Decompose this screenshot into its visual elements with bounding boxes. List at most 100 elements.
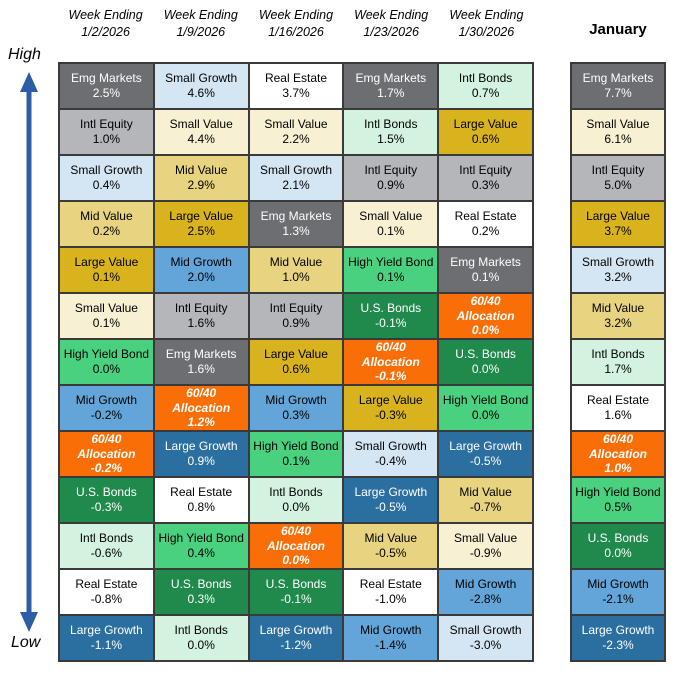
asset-cell: 60/40 Allocation 1.0% <box>571 431 665 477</box>
asset-return-value: 0.8% <box>187 500 215 514</box>
asset-return-value: 0.2% <box>471 224 500 238</box>
asset-name: Intl Equity <box>459 163 512 178</box>
asset-cell: Mid Growth 2.0% <box>153 247 249 293</box>
week-column-header: Week Ending 1/16/2026 <box>248 7 343 41</box>
asset-cell: Emg Markets 1.3% <box>248 201 344 247</box>
month-column-header: January <box>589 21 647 38</box>
asset-return-value: 0.0% <box>282 500 310 514</box>
asset-name: Emg Markets <box>355 71 427 86</box>
asset-return-value: -0.3% <box>90 500 123 514</box>
asset-name: Small Growth <box>449 623 522 638</box>
asset-cell: Intl Bonds 0.0% <box>248 477 344 523</box>
asset-return-value: 1.6% <box>187 316 215 330</box>
asset-cell: Large Growth -1.1% <box>59 615 154 661</box>
asset-cell: Intl Equity 1.0% <box>59 109 154 155</box>
asset-return-value: 0.1% <box>282 454 310 468</box>
asset-return-value: 0.0% <box>471 323 500 338</box>
header-line-2: 1/30/2026 <box>458 24 515 39</box>
week-column-headers: Week Ending 1/2/2026 Week Ending 1/9/2026 We… <box>58 7 534 41</box>
asset-return-value: -0.7% <box>469 500 502 514</box>
asset-cell: Real Estate 0.2% <box>438 201 533 247</box>
asset-name: Large Growth <box>449 439 522 454</box>
asset-name: Small Growth <box>70 163 143 178</box>
asset-name: High Yield Bond <box>63 347 150 362</box>
asset-cell: Intl Equity 1.6% <box>153 293 249 339</box>
asset-return-value: -0.4% <box>375 454 407 468</box>
asset-name: Intl Equity <box>80 117 133 132</box>
asset-cell: Large Growth 0.9% <box>153 431 249 477</box>
asset-cell: Mid Growth -0.2% <box>59 385 154 431</box>
asset-cell: Small Value -0.9% <box>438 523 533 569</box>
asset-return-value: 0.9% <box>187 454 215 468</box>
asset-return-value: -0.8% <box>90 592 123 606</box>
asset-return-value: -0.6% <box>90 546 123 560</box>
asset-return-value: 0.1% <box>377 270 405 284</box>
asset-name: High Yield Bond <box>158 531 244 546</box>
asset-cell: High Yield Bond 0.4% <box>153 523 249 569</box>
asset-return-value: -0.5% <box>375 546 407 560</box>
asset-name: 60/40 Allocation <box>361 340 420 369</box>
asset-return-value: 1.2% <box>187 415 215 430</box>
asset-name: Small Value <box>454 531 518 546</box>
asset-cell: U.S. Bonds 0.3% <box>153 569 249 615</box>
asset-name: Mid Growth <box>265 393 327 408</box>
week-column-header: Week Ending 1/30/2026 <box>439 7 534 41</box>
header-line-2: 1/9/2026 <box>176 24 226 39</box>
asset-return-value: 1.3% <box>282 224 310 238</box>
asset-name: Mid Value <box>459 485 512 500</box>
asset-return-value: 0.0% <box>92 362 121 376</box>
asset-cell: Small Growth -3.0% <box>438 615 533 661</box>
week-column-header: Week Ending 1/2/2026 <box>58 7 153 41</box>
asset-name: Large Value <box>586 209 650 224</box>
header-line-2: 1/2/2026 <box>81 24 130 39</box>
asset-cell: Small Value 2.2% <box>248 109 344 155</box>
asset-return-value: 0.6% <box>471 132 500 146</box>
asset-cell: 60/40 Allocation 1.2% <box>153 385 249 431</box>
asset-cell: Mid Value -0.7% <box>438 477 533 523</box>
asset-name: Small Value <box>74 301 138 316</box>
asset-cell: U.S. Bonds 0.0% <box>438 339 533 385</box>
asset-name: Large Growth <box>70 623 143 638</box>
asset-return-value: -0.1% <box>280 592 312 606</box>
asset-name: High Yield Bond <box>442 393 529 408</box>
asset-return-value: -1.2% <box>280 638 312 652</box>
asset-name: Mid Value <box>364 531 418 546</box>
asset-cell: Intl Equity 5.0% <box>571 155 665 201</box>
asset-cell: Intl Equity 0.9% <box>248 293 344 339</box>
asset-name: Small Value <box>359 209 423 224</box>
asset-cell: Large Value 0.1% <box>59 247 154 293</box>
asset-return-value: -2.3% <box>602 638 634 652</box>
asset-name: Mid Growth <box>360 623 422 638</box>
asset-name: Intl Bonds <box>458 71 513 86</box>
asset-cell: High Yield Bond 0.1% <box>248 431 344 477</box>
asset-return-value: 2.9% <box>187 178 215 192</box>
asset-cell: Small Value 6.1% <box>571 109 665 155</box>
asset-return-value: 1.7% <box>604 362 632 376</box>
asset-name: U.S. Bonds <box>587 531 649 546</box>
asset-cell: U.S. Bonds -0.1% <box>343 293 439 339</box>
asset-name: Large Value <box>358 393 423 408</box>
asset-cell: Large Value 2.5% <box>153 201 249 247</box>
asset-return-value: 2.2% <box>282 132 310 146</box>
asset-return-value: 2.5% <box>92 86 121 100</box>
asset-name: 60/40 Allocation <box>266 524 325 553</box>
asset-return-value: 4.6% <box>187 86 215 100</box>
asset-name: 60/40 Allocation <box>588 432 647 461</box>
header-line-1: Week Ending <box>258 8 334 22</box>
asset-cell: 60/40 Allocation -0.2% <box>59 431 154 477</box>
asset-name: Large Growth <box>354 485 428 500</box>
asset-cell: U.S. Bonds 0.0% <box>571 523 665 569</box>
asset-name: Large Value <box>453 117 518 132</box>
asset-cell: Small Value 4.4% <box>153 109 249 155</box>
week-column-header: Week Ending 1/9/2026 <box>153 7 248 41</box>
asset-cell: Small Growth 4.6% <box>153 63 249 109</box>
asset-cell: Mid Value 1.0% <box>248 247 344 293</box>
asset-return-value: 0.0% <box>471 408 500 422</box>
asset-return-value: 0.0% <box>282 553 310 568</box>
asset-cell: Real Estate 3.7% <box>248 63 344 109</box>
asset-return-value: 1.7% <box>377 86 405 100</box>
asset-name: Large Value <box>264 347 328 362</box>
asset-name: 60/40 Allocation <box>77 432 136 461</box>
asset-name: Small Growth <box>581 255 655 270</box>
asset-name: Small Value <box>169 117 233 132</box>
